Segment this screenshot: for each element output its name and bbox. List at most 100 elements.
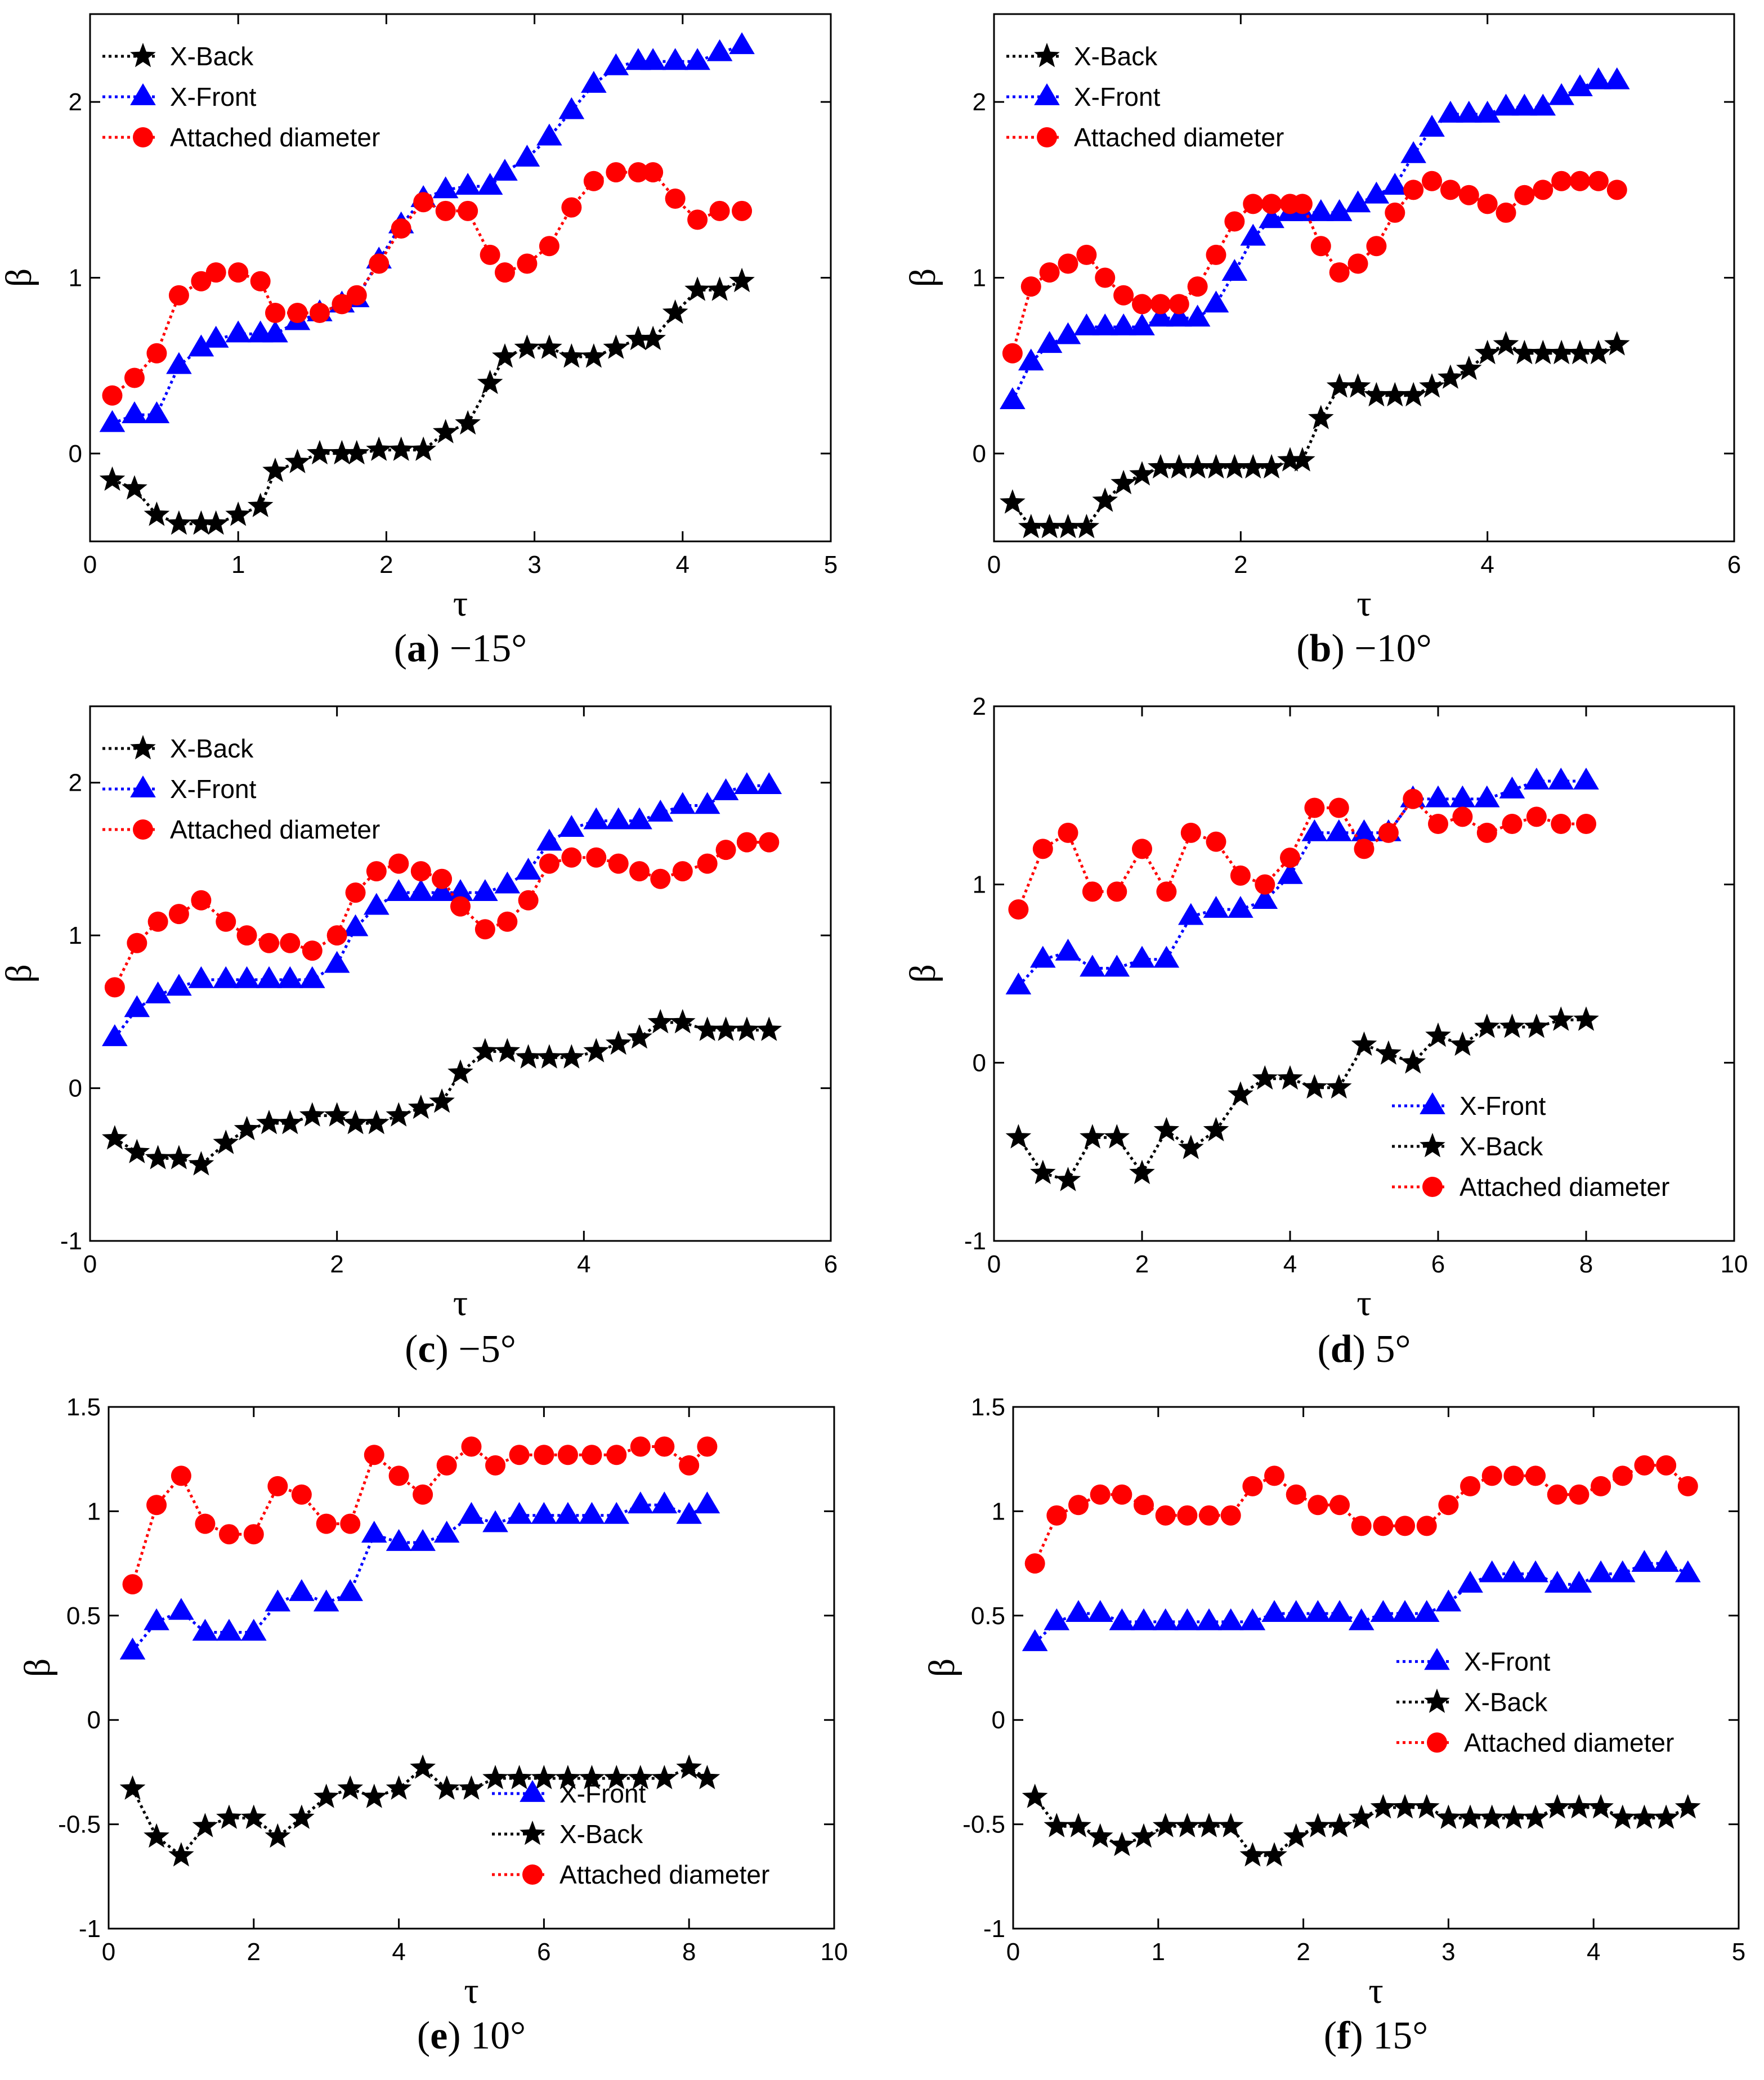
data-point — [640, 325, 666, 351]
data-point — [1400, 1049, 1426, 1074]
data-point — [1259, 206, 1284, 228]
data-point — [410, 861, 431, 882]
data-point — [1155, 1505, 1176, 1526]
data-point — [1022, 1629, 1048, 1651]
legend-marker — [130, 775, 156, 797]
data-point — [1112, 1484, 1132, 1505]
data-point — [1055, 514, 1081, 539]
data-point — [277, 1110, 303, 1135]
data-point — [628, 1491, 653, 1514]
data-point — [472, 1038, 498, 1063]
data-point — [99, 410, 126, 432]
data-point — [1327, 1813, 1353, 1837]
data-point — [1308, 1495, 1328, 1516]
data-point — [1310, 236, 1331, 257]
data-point — [410, 1529, 436, 1551]
legend-marker — [1420, 1133, 1445, 1158]
data-point — [1612, 1465, 1633, 1486]
data-point — [343, 440, 370, 465]
y-tick-label: 0 — [973, 440, 986, 468]
data-point — [1503, 1465, 1524, 1486]
data-point — [518, 890, 539, 911]
data-point — [715, 840, 736, 860]
data-point — [1217, 1608, 1244, 1630]
data-point — [1511, 93, 1538, 116]
data-point — [1255, 874, 1275, 895]
data-point — [1305, 1813, 1331, 1837]
series-x-front — [1000, 67, 1630, 410]
data-point — [628, 1765, 653, 1790]
data-point — [1400, 382, 1426, 407]
data-point — [1345, 373, 1371, 398]
data-point — [1228, 1081, 1253, 1106]
panel-caption: (e) 10° — [417, 2014, 526, 2057]
data-point — [1036, 514, 1063, 539]
data-point — [697, 853, 718, 874]
data-point — [225, 320, 251, 343]
y-axis-label: β — [921, 1658, 962, 1678]
data-point — [1134, 1495, 1154, 1516]
data-point — [313, 1783, 339, 1808]
data-point — [216, 1804, 242, 1829]
data-point — [1363, 382, 1390, 407]
data-point — [1588, 171, 1609, 191]
data-point — [337, 1775, 364, 1800]
data-point — [168, 1842, 194, 1867]
data-point — [1261, 194, 1282, 214]
data-point — [144, 501, 170, 526]
data-point — [1018, 348, 1044, 371]
y-tick-label: 2 — [973, 693, 986, 720]
data-point — [1206, 831, 1226, 852]
data-point — [1481, 1465, 1502, 1486]
panel-caption: (b) −10° — [1296, 627, 1432, 670]
x-tick-label: 2 — [330, 1250, 343, 1278]
data-point — [1196, 1608, 1222, 1630]
data-point — [1090, 1484, 1111, 1505]
data-point — [555, 1765, 581, 1790]
data-point — [1292, 194, 1313, 214]
data-point — [429, 1088, 455, 1113]
data-point — [1452, 806, 1473, 827]
y-tick-label: -1 — [79, 1915, 101, 1943]
data-point — [1376, 1040, 1402, 1065]
data-point — [670, 792, 696, 814]
data-point — [557, 1445, 578, 1465]
data-point — [191, 271, 212, 292]
data-point — [1243, 194, 1264, 214]
data-point — [1076, 244, 1097, 265]
data-point — [145, 981, 171, 1003]
legend-label: X-Back — [1074, 42, 1158, 71]
x-tick-label: 4 — [577, 1250, 590, 1278]
data-point — [534, 1445, 554, 1465]
x-tick-label: 0 — [987, 551, 1001, 579]
data-point — [1548, 339, 1574, 365]
data-point — [256, 966, 282, 988]
y-tick-label: 1 — [69, 265, 82, 292]
data-point — [515, 1044, 541, 1069]
data-point — [1677, 1476, 1698, 1496]
x-tick-label: 5 — [824, 551, 838, 579]
data-point — [1228, 896, 1253, 918]
data-point — [480, 244, 500, 265]
data-point — [458, 1501, 485, 1524]
data-point — [216, 1619, 242, 1641]
data-point — [497, 911, 518, 932]
data-point — [1326, 819, 1352, 841]
data-point — [1548, 768, 1574, 790]
data-point — [1184, 304, 1211, 327]
x-tick-label: 0 — [83, 551, 97, 579]
data-point — [1002, 343, 1023, 364]
data-point — [485, 1455, 506, 1476]
data-point — [1351, 1516, 1372, 1536]
data-point — [1129, 945, 1155, 968]
data-point — [756, 772, 782, 795]
data-point — [1514, 185, 1535, 205]
data-point — [1573, 1006, 1599, 1031]
data-point — [432, 176, 459, 199]
data-point — [247, 492, 274, 517]
series-attached-diameter — [104, 832, 780, 998]
chart-panel-a: 0 1 2 3 4 5 0 1 2 τ β X-Back X-Front Attached diamete… — [0, 13, 838, 670]
data-point — [1277, 447, 1303, 472]
data-point — [410, 436, 436, 461]
